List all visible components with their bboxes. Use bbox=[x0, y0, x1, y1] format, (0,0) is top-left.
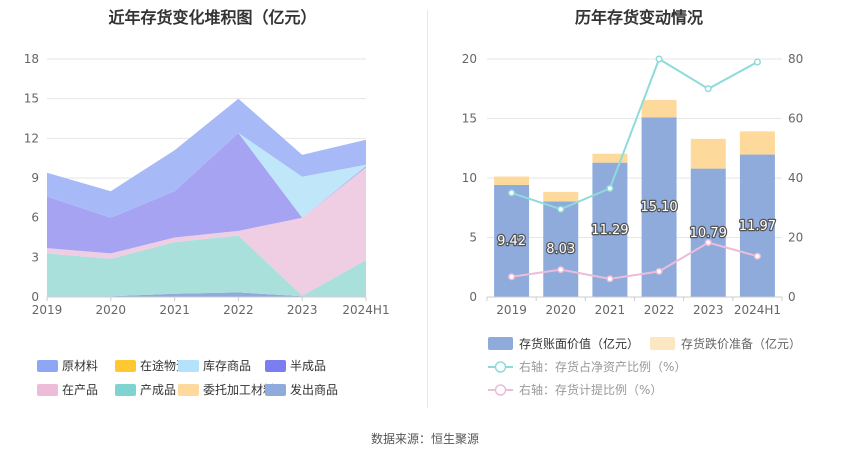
bar-impairment-reserve bbox=[543, 191, 579, 202]
left-chart-title: 近年存货变化堆积图（亿元） bbox=[108, 8, 317, 27]
left-x-tick-label: 2019 bbox=[32, 303, 63, 317]
line-series bbox=[511, 241, 758, 280]
bar-impairment-reserve bbox=[690, 138, 726, 169]
legend-label: 存货跌价准备（亿元） bbox=[681, 336, 801, 351]
legend-label: 库存商品 bbox=[203, 358, 251, 373]
bar-value-label: 10.79 bbox=[690, 226, 727, 241]
bar-impairment-reserve bbox=[641, 100, 677, 118]
left-x-tick-label: 2022 bbox=[223, 303, 254, 317]
area-series bbox=[47, 98, 366, 218]
line-point bbox=[655, 55, 663, 63]
right-y-tick-label-left: 5 bbox=[469, 231, 477, 245]
legend-swatch bbox=[115, 360, 136, 372]
left-y-tick-label: 3 bbox=[31, 250, 39, 264]
line-series bbox=[511, 57, 758, 211]
legend-swatch bbox=[37, 360, 58, 372]
legend-label: 在产品 bbox=[62, 383, 98, 397]
line-point bbox=[557, 205, 565, 213]
line-point bbox=[508, 273, 516, 281]
left-y-tick-label: 18 bbox=[24, 52, 39, 66]
legend-swatch bbox=[178, 360, 199, 372]
left-y-tick-label: 9 bbox=[31, 171, 39, 185]
right-y-tick-label-left: 15 bbox=[462, 112, 477, 126]
legend-label: 原材料 bbox=[62, 359, 98, 373]
right-y-tick-label-left: 20 bbox=[462, 52, 477, 66]
line-point bbox=[606, 275, 614, 283]
bar-impairment-reserve bbox=[592, 153, 628, 163]
right-y-tick-label-right: 0 bbox=[788, 290, 796, 304]
right-y-tick-label-right: 20 bbox=[788, 231, 803, 245]
left-y-tick-label: 15 bbox=[24, 92, 39, 106]
right-x-tick-label: 2022 bbox=[644, 303, 675, 317]
left-y-tick-label: 0 bbox=[31, 290, 39, 304]
right-x-tick-label: 2023 bbox=[693, 303, 724, 317]
area-series bbox=[47, 133, 366, 254]
legend-swatch bbox=[265, 360, 286, 372]
legend-label: 右轴：存货计提比例（%） bbox=[519, 382, 662, 397]
bar-inventory-value bbox=[690, 168, 726, 297]
bar-value-label: 9.42 bbox=[497, 234, 526, 249]
right-y-tick-label-left: 0 bbox=[469, 290, 477, 304]
area-series bbox=[47, 235, 366, 297]
legend-label: 委托加工材料 bbox=[203, 383, 275, 397]
left-y-tick-label: 12 bbox=[24, 131, 39, 145]
legend-swatch bbox=[178, 384, 199, 396]
bar-value-label: 11.29 bbox=[591, 223, 628, 238]
bar-inventory-value bbox=[543, 201, 579, 297]
right-y-tick-label-right: 60 bbox=[788, 112, 803, 126]
legend-label: 右轴：存货占净资产比例（%） bbox=[519, 359, 686, 374]
legend-marker bbox=[494, 361, 507, 373]
right-y-tick-label-right: 80 bbox=[788, 52, 803, 66]
right-x-tick-label: 2021 bbox=[595, 303, 626, 317]
legend-label: 产成品 bbox=[140, 383, 176, 397]
left-x-tick-label: 2023 bbox=[287, 303, 318, 317]
bar-value-label: 11.97 bbox=[739, 219, 776, 234]
right-x-tick-label: 2020 bbox=[545, 303, 576, 317]
legend-label: 存货账面价值（亿元） bbox=[519, 336, 639, 351]
bar-inventory-value bbox=[641, 117, 677, 297]
legend-swatch bbox=[115, 384, 136, 396]
line-point bbox=[753, 252, 761, 260]
legend-label: 在途物资 bbox=[140, 358, 188, 373]
left-y-tick-label: 6 bbox=[31, 211, 39, 225]
data-source-note: 数据来源：恒生聚源 bbox=[370, 432, 479, 446]
legend-label: 半成品 bbox=[290, 359, 326, 373]
legend-swatch bbox=[265, 384, 286, 396]
line-point bbox=[704, 85, 712, 93]
right-x-tick-label: 2024H1 bbox=[734, 303, 781, 317]
left-x-tick-label: 2024H1 bbox=[342, 303, 389, 317]
chart-divider bbox=[427, 10, 428, 408]
left-x-tick-label: 2020 bbox=[96, 303, 127, 317]
bar-value-label: 8.03 bbox=[546, 242, 575, 257]
right-x-tick-label: 2019 bbox=[496, 303, 527, 317]
legend-swatch bbox=[650, 337, 675, 350]
area-series bbox=[47, 292, 366, 297]
bar-impairment-reserve bbox=[494, 176, 530, 185]
right-y-tick-label-left: 10 bbox=[462, 171, 477, 185]
bar-inventory-value bbox=[739, 154, 775, 297]
area-series bbox=[47, 167, 366, 296]
legend-swatch bbox=[488, 337, 513, 350]
right-chart-title: 历年存货变动情况 bbox=[574, 8, 703, 27]
line-point bbox=[508, 189, 516, 197]
right-y-tick-label-right: 40 bbox=[788, 171, 803, 185]
legend-label: 发出商品 bbox=[290, 382, 338, 397]
line-point bbox=[704, 239, 712, 247]
legend-marker bbox=[494, 384, 507, 396]
bar-impairment-reserve bbox=[739, 131, 775, 155]
line-point bbox=[753, 58, 761, 66]
line-point bbox=[655, 267, 663, 275]
bar-value-label: 15.10 bbox=[640, 200, 677, 215]
left-x-tick-label: 2021 bbox=[159, 303, 190, 317]
legend-swatch bbox=[37, 384, 58, 396]
line-point bbox=[606, 184, 614, 192]
line-point bbox=[557, 266, 565, 274]
